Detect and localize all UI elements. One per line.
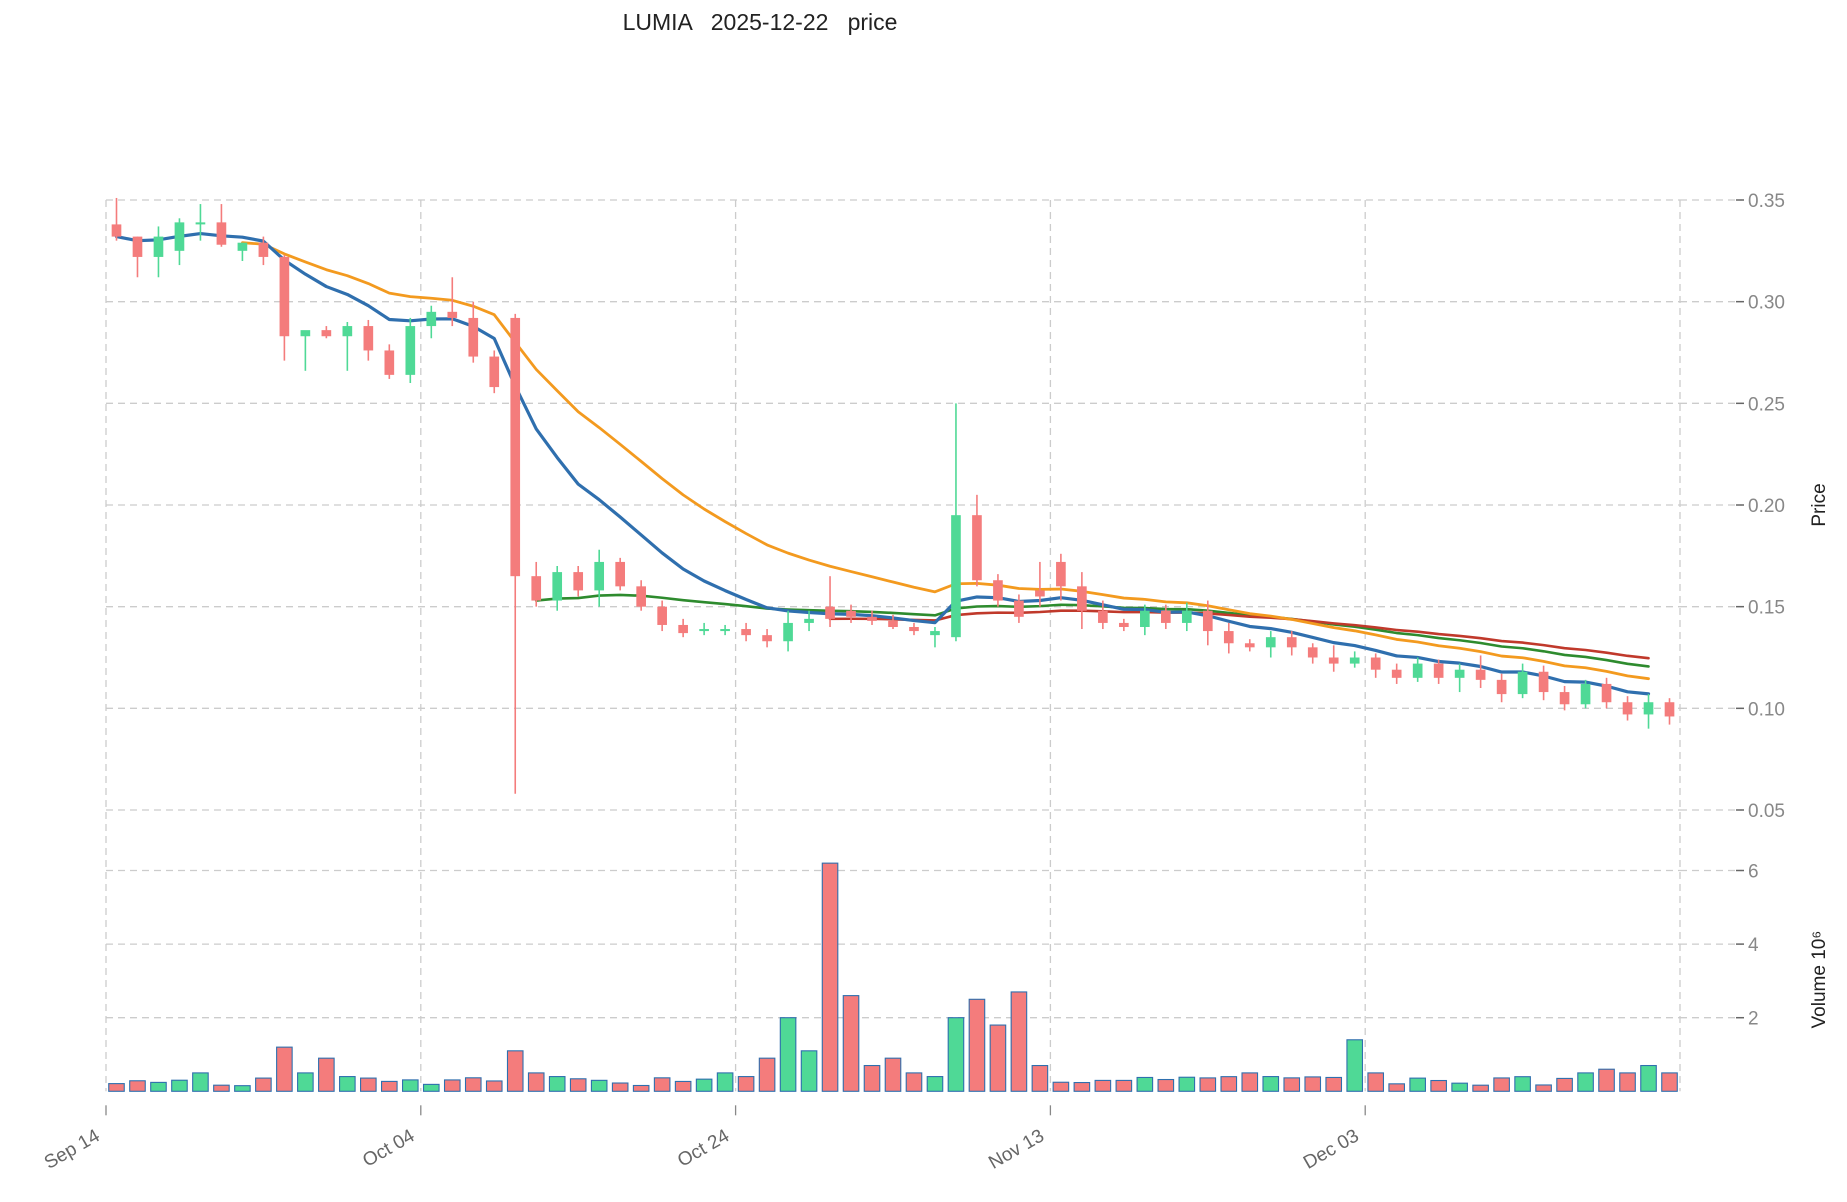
svg-text:LUMIA 2025-12-22 price: LUMIA 2025-12-22 price	[623, 9, 898, 35]
svg-text:Volume 10⁶: Volume 10⁶	[1809, 931, 1830, 1029]
svg-text:0.25: 0.25	[1748, 394, 1785, 415]
svg-text:Price: Price	[1809, 483, 1830, 526]
svg-text:0.20: 0.20	[1748, 496, 1785, 517]
svg-text:2: 2	[1748, 1009, 1759, 1030]
svg-text:6: 6	[1748, 862, 1759, 883]
svg-text:0.05: 0.05	[1748, 801, 1785, 822]
svg-text:0.15: 0.15	[1748, 598, 1785, 619]
svg-text:4: 4	[1748, 935, 1759, 956]
svg-text:0.10: 0.10	[1748, 699, 1785, 720]
svg-text:0.30: 0.30	[1748, 293, 1785, 314]
svg-text:0.35: 0.35	[1748, 191, 1785, 212]
